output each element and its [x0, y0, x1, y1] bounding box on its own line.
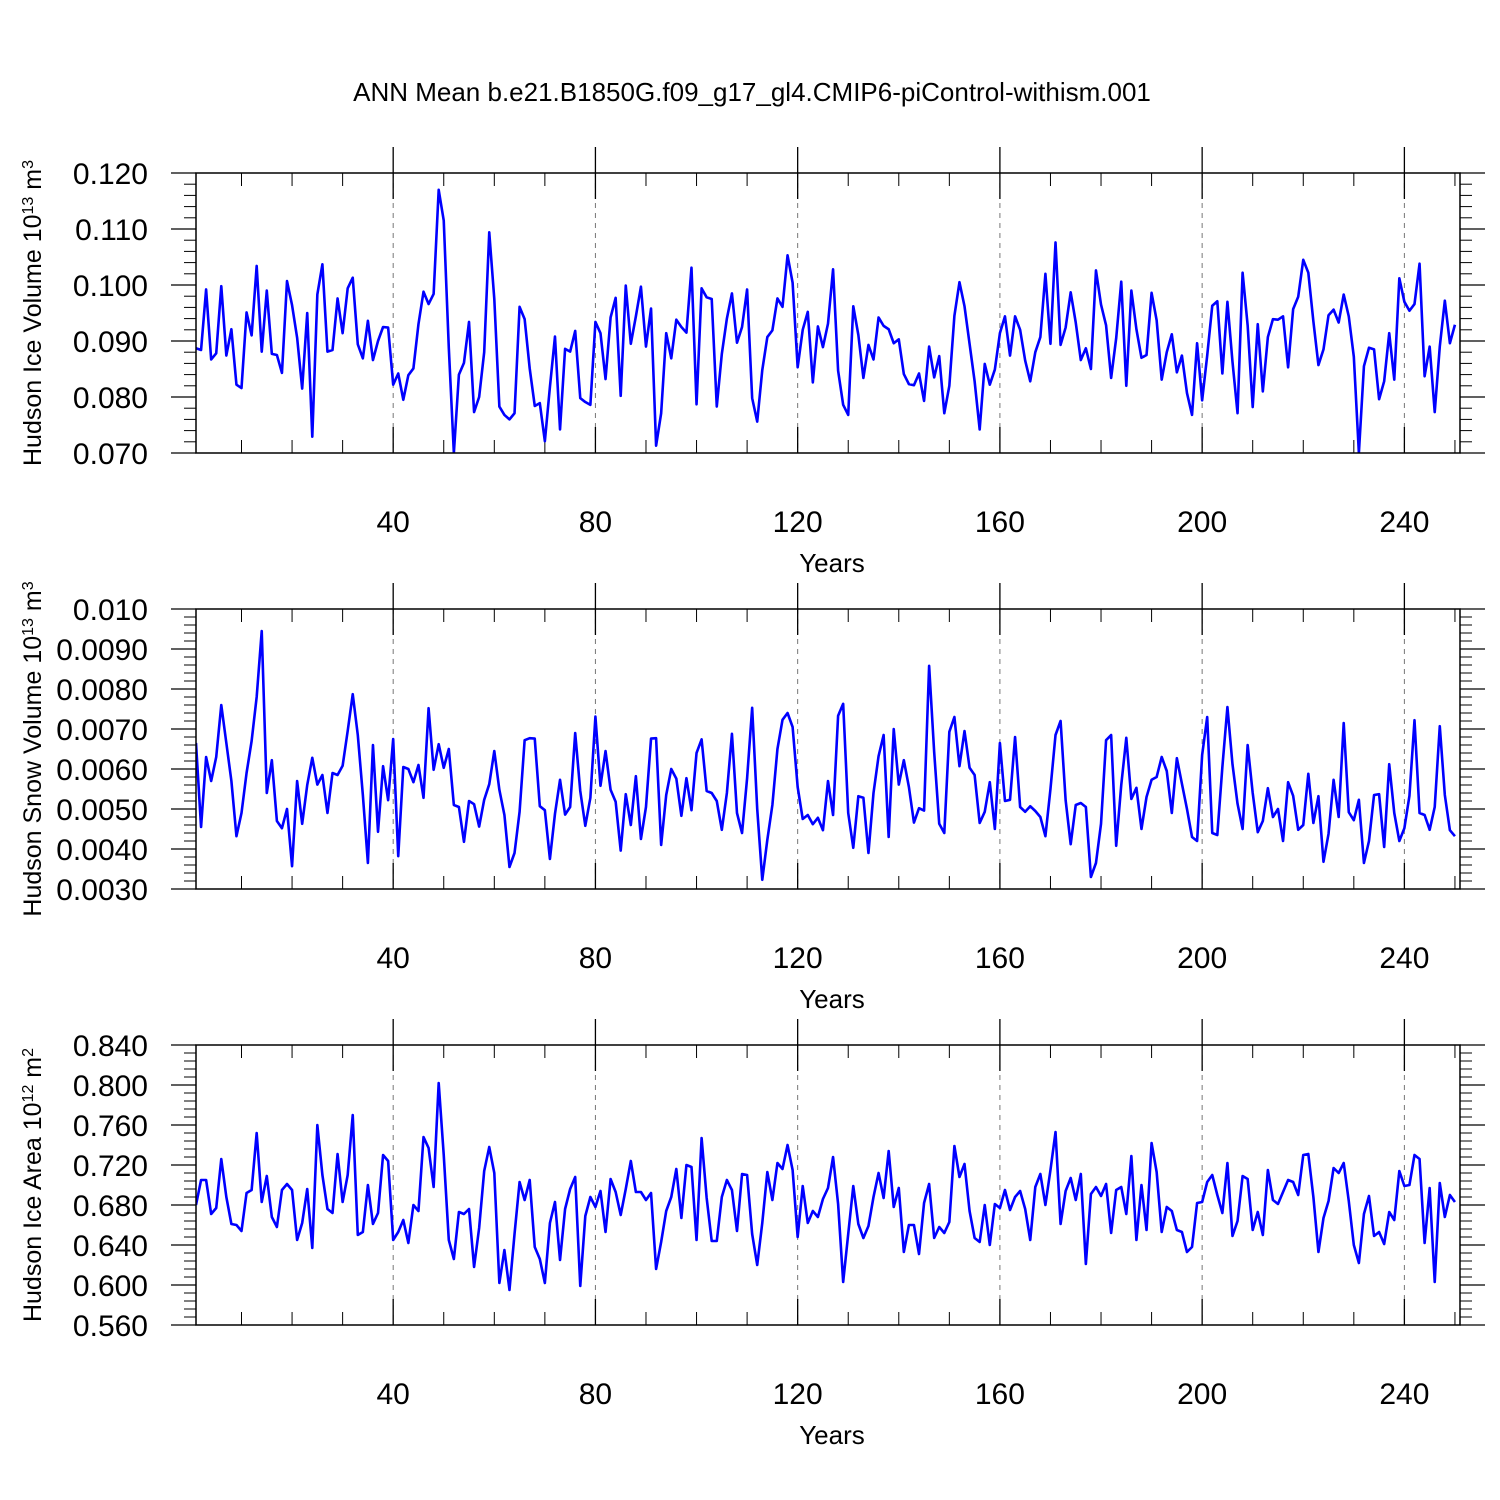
figure-title: ANN Mean b.e21.B1850G.f09_g17_gl4.CMIP6-…: [353, 77, 1151, 107]
y-tick-label: 0.840: [73, 1030, 148, 1063]
chart-panel-1: 40 80 120 160 200 240 0.070 0.080 0.090 0.100 0.11…: [19, 147, 1485, 578]
y-axis-label: Hudson Ice Area 1012 m2: [19, 1048, 47, 1322]
y-tick-label: 0.0030: [56, 874, 148, 907]
y-axis-label: Hudson Ice Volume 1013 m3: [19, 160, 47, 466]
series-line: [196, 188, 1457, 453]
y-tick-label: 0.720: [73, 1150, 148, 1183]
x-axis-label: Years: [799, 984, 865, 1014]
y-tick-label: 0.080: [73, 382, 148, 415]
chart-panel-2: 40 80 120 160 200 240 0.0030 0.0040 0.0050 0.0060…: [19, 581, 1485, 1014]
chart-panel-3: 40 80 120 160 200 240 0.560 0.600 0.640 0.680 0.72…: [19, 1019, 1485, 1450]
plot-frame: [195, 608, 1461, 890]
x-tick-label: 120: [773, 506, 823, 539]
x-tick-label: 240: [1379, 1378, 1429, 1411]
y-tick-label: 0.680: [73, 1190, 148, 1223]
x-tick-label: 120: [773, 942, 823, 975]
x-tick-label: 40: [376, 1378, 409, 1411]
y-tick-label: 0.640: [73, 1230, 148, 1263]
y-axis-label: Hudson Snow Volume 1013 m3: [19, 581, 47, 916]
x-tick-label: 160: [975, 1378, 1025, 1411]
x-tick-label: 80: [579, 1378, 612, 1411]
y-tick-label: 0.0070: [56, 714, 148, 747]
y-tick-label: 0.120: [73, 158, 148, 191]
panels: 40 80 120 160 200 240 0.070 0.080 0.090 0.100 0.11…: [19, 147, 1485, 1450]
x-tick-label: 40: [376, 506, 409, 539]
series-line: [196, 1081, 1456, 1292]
x-tick-label: 120: [773, 1378, 823, 1411]
y-tick-label: 0.100: [73, 270, 148, 303]
plot-frame: [195, 172, 1461, 454]
x-axis-label: Years: [799, 1420, 865, 1450]
y-tick-label: 0.0090: [56, 634, 148, 667]
y-tick-label: 0.800: [73, 1070, 148, 1103]
y-tick-label: 0.090: [73, 326, 148, 359]
y-tick-label: 0.0060: [56, 754, 148, 787]
x-tick-label: 240: [1379, 942, 1429, 975]
x-tick-label: 200: [1177, 1378, 1227, 1411]
x-tick-label: 240: [1379, 506, 1429, 539]
x-tick-label: 160: [975, 942, 1025, 975]
y-tick-label: 0.070: [73, 438, 148, 471]
x-tick-label: 80: [579, 942, 612, 975]
y-tick-label: 0.0040: [56, 834, 148, 867]
y-tick-label: 0.560: [73, 1310, 148, 1343]
plot-frame: [195, 1044, 1461, 1326]
x-axis-label: Years: [799, 548, 865, 578]
y-tick-label: 0.600: [73, 1270, 148, 1303]
series-line: [196, 629, 1456, 882]
x-tick-label: 200: [1177, 506, 1227, 539]
y-tick-label: 0.0080: [56, 674, 148, 707]
y-tick-label: 0.110: [75, 214, 148, 247]
x-tick-label: 200: [1177, 942, 1227, 975]
y-tick-label: 0.760: [73, 1110, 148, 1143]
x-tick-label: 40: [376, 942, 409, 975]
x-tick-label: 80: [579, 506, 612, 539]
x-tick-label: 160: [975, 506, 1025, 539]
y-tick-label: 0.010: [73, 594, 148, 627]
y-tick-label: 0.0050: [56, 794, 148, 827]
